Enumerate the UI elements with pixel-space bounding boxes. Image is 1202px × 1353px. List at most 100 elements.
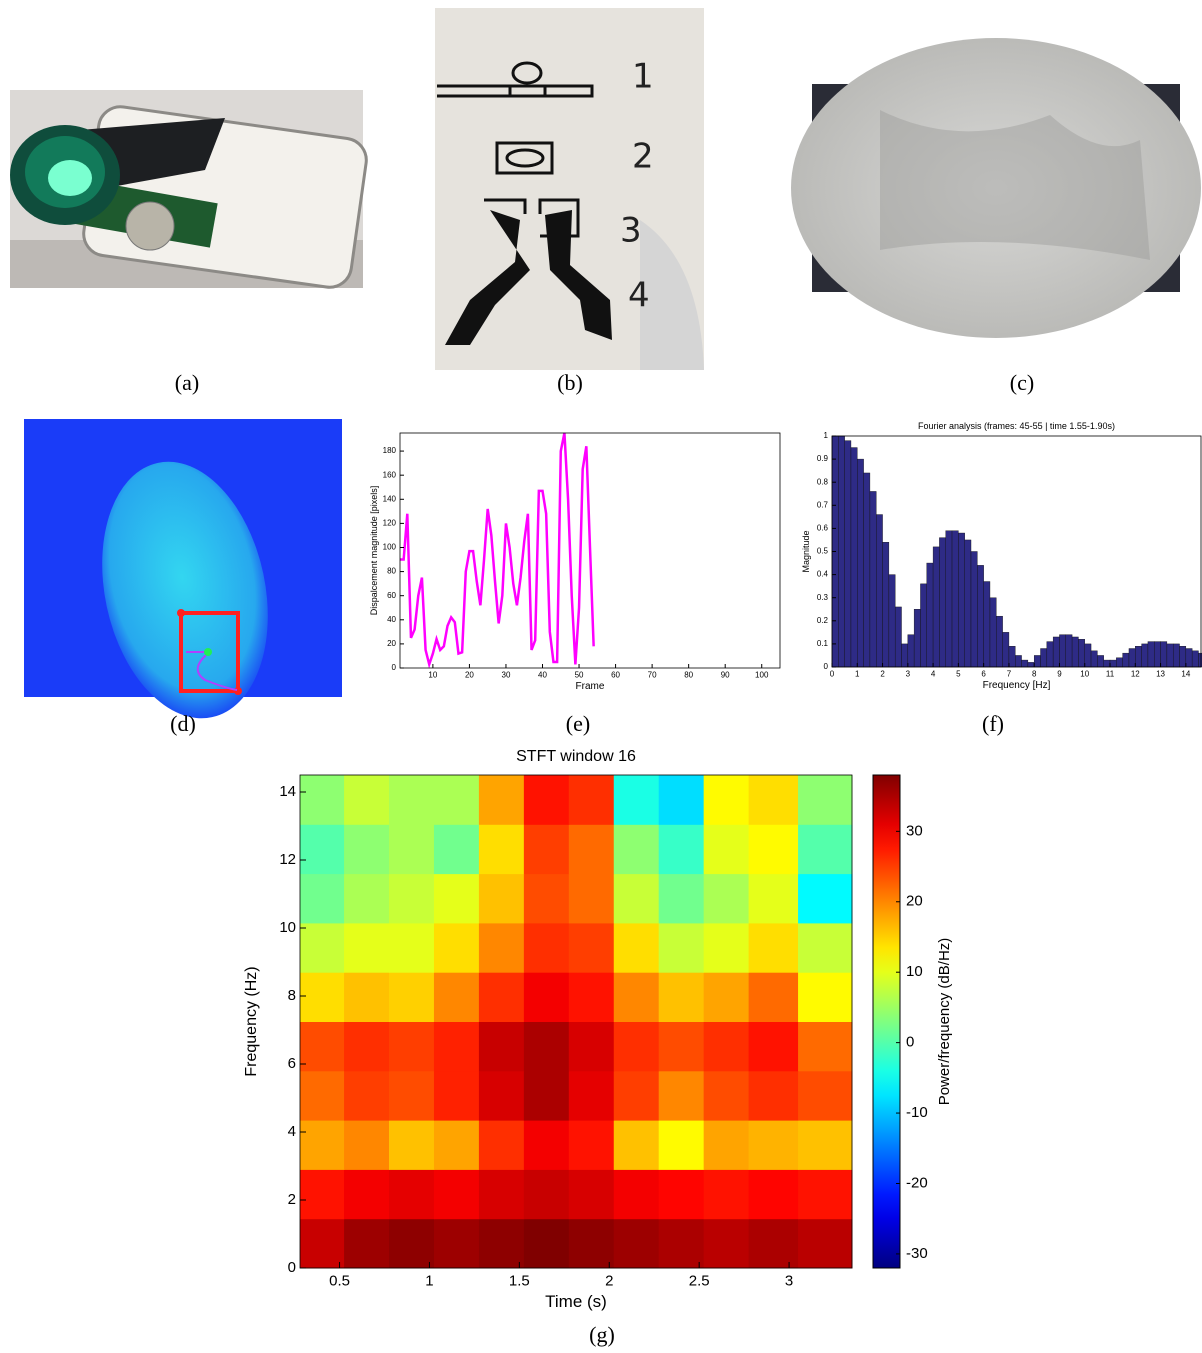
panel-label: (g) [589,1322,615,1347]
bar [1104,660,1110,667]
y-tick-label: 0.5 [817,547,829,556]
heatmap-cell [344,972,389,1022]
heatmap-cell [659,1169,704,1219]
heatmap-cell [569,1071,614,1121]
heatmap-cell [614,824,659,874]
heatmap-cell [344,1219,389,1269]
x-tick-label: 14 [1181,669,1190,678]
bar [864,473,870,667]
heatmap-cell [524,1169,569,1219]
bar [883,542,889,667]
heatmap-cell [614,1071,659,1121]
bar [1059,635,1065,667]
heatmap-cell [569,874,614,924]
x-tick-label: 6 [981,669,986,678]
chart-title: STFT window 16 [516,748,636,765]
x-axis-label: Frame [576,681,605,692]
x-tick-label: 100 [755,670,769,679]
heatmap-cell [798,923,852,973]
bar [939,538,945,667]
heatmap-cell [749,923,799,973]
heatmap-cell [524,1219,569,1269]
heatmap-cell [479,1022,524,1072]
heatmap-cell [659,824,704,874]
heatmap-cell [704,1219,749,1269]
image-d [24,419,342,734]
y-tick-label: 0.7 [817,500,829,509]
y-tick-label: 1 [824,431,829,440]
heatmap-cell [614,972,659,1022]
heatmap-cell [434,923,479,973]
bar [1009,646,1015,667]
chart-title: Fourier analysis (frames: 45-55 | time 1… [918,421,1115,431]
chart-heatmap: -30-20-100102030Power/frequency (dB/Hz)0… [243,748,953,1311]
heatmap-cell [798,1219,852,1269]
heatmap-cell [614,1219,659,1269]
y-tick-label: 8 [288,987,296,1004]
x-tick-label: 0.5 [329,1272,350,1289]
bar [1110,660,1116,667]
x-tick-label: 10 [1080,669,1089,678]
x-tick-label: 11 [1106,669,1115,678]
bar [845,441,851,667]
bar [838,436,844,667]
x-tick-label: 1.5 [509,1272,530,1289]
x-tick-label: 1 [425,1272,433,1289]
heatmap-cell [704,1071,749,1121]
sketch-b: 1 2 3 4 [435,8,704,370]
sketch-label: 3 [620,211,642,251]
bar [1047,642,1053,667]
heatmap-cell [798,1120,852,1170]
colorbar-tick-label: 10 [906,963,923,980]
heatmap-cell [479,1071,524,1121]
y-tick-label: 12 [279,851,296,868]
bar [1066,635,1072,667]
bar [870,491,876,667]
heatmap-cell [704,1022,749,1072]
bar [1192,651,1198,667]
heatmap-cell [749,1169,799,1219]
heatmap-cell [614,1022,659,1072]
x-tick-label: 5 [956,669,961,678]
bar [1135,646,1141,667]
bar [1180,646,1186,667]
bar [1053,637,1059,667]
heatmap-cell [389,1022,434,1072]
heatmap-cell [344,1120,389,1170]
x-tick-label: 1 [855,669,860,678]
heatmap-cell [798,775,852,825]
heatmap-cell [704,874,749,924]
bar [1116,658,1122,667]
y-tick-label: 6 [288,1055,296,1072]
plot-marks [300,775,853,1269]
heatmap-cell [704,972,749,1022]
bar [902,644,908,667]
heatmap-cell [524,824,569,874]
heatmap-cell [659,1071,704,1121]
y-tick-label: 0.3 [817,593,829,602]
heatmap-cell [798,972,852,1022]
y-tick-label: 0 [392,663,397,672]
heatmap-cell [389,775,434,825]
heatmap-cell [569,1169,614,1219]
bar [1173,644,1179,667]
y-axis-label: Magnitude [801,530,811,572]
heatmap-cell [704,1169,749,1219]
heatmap-cell [389,923,434,973]
bar [946,531,952,667]
x-tick-label: 4 [931,669,936,678]
heatmap-cell [524,923,569,973]
heatmap-cell [389,824,434,874]
x-axis-label: Time (s) [545,1292,607,1311]
heatmap-cell [659,1022,704,1072]
figure: 1 2 3 4 (a) (b) (c) (d) (e) (f) (g) 1020… [0,0,1202,1353]
heatmap-cell [479,824,524,874]
heatmap-cell [434,1120,479,1170]
heatmap-cell [479,775,524,825]
photo-a [10,90,369,290]
x-tick-label: 2 [880,669,885,678]
heatmap-cell [569,1120,614,1170]
colorbar-tick-label: 20 [906,893,923,910]
bar [990,598,996,667]
bar [952,531,958,667]
